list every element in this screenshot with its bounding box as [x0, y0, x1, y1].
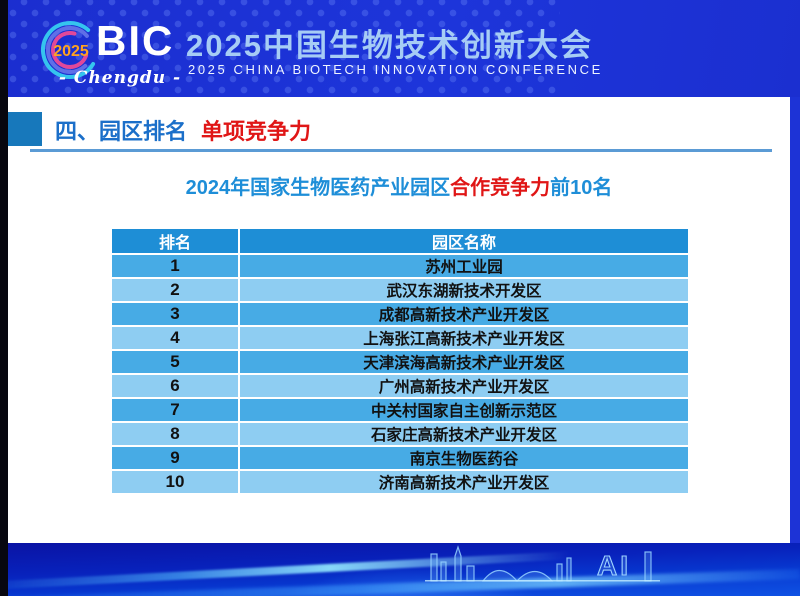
rank-cell: 1 — [112, 255, 238, 277]
table-row: 5 天津滨海高新技术产业开发区 — [112, 351, 688, 373]
table-row: 10 济南高新技术产业开发区 — [112, 471, 688, 493]
park-name-cell: 广州高新技术产业开发区 — [240, 375, 688, 397]
table-header-row: 排名 园区名称 — [112, 229, 688, 253]
slide-content-area: 四、园区排名 单项竞争力 2024年国家生物医药产业园区合作竞争力前10名 排名 … — [8, 97, 790, 543]
footer-banner: AI — [0, 543, 800, 596]
dot-pattern-decoration — [0, 0, 560, 97]
logo-year-text: 2025 — [53, 43, 89, 60]
rank-cell: 6 — [112, 375, 238, 397]
table-row: 3 成都高新技术产业开发区 — [112, 303, 688, 325]
city-skyline-graphic: AI — [425, 545, 660, 582]
logo-c-ring-icon: 2025 — [41, 21, 99, 79]
section-marker-square — [8, 112, 42, 146]
skyline-ai-letters: AI — [597, 550, 631, 581]
conference-title-cn: 2025中国生物技术创新大会 — [186, 28, 593, 63]
table-row: 8 石家庄高新技术产业开发区 — [112, 423, 688, 445]
section-heading-highlight: 单项竞争力 — [201, 119, 312, 144]
park-name-cell: 天津滨海高新技术产业开发区 — [240, 351, 688, 373]
table-row: 7 中关村国家自主创新示范区 — [112, 399, 688, 421]
rank-cell: 8 — [112, 423, 238, 445]
park-name-cell: 中关村国家自主创新示范区 — [240, 399, 688, 421]
rank-cell: 5 — [112, 351, 238, 373]
conference-header-banner: 2025 BIC - Chengdu - 2025中国生物技术创新大会 2025… — [0, 0, 800, 97]
column-header-park-name: 园区名称 — [240, 229, 688, 253]
cbic-logo: 2025 BIC - Chengdu - — [38, 14, 198, 94]
conference-title-en: 2025 CHINA BIOTECH INNOVATION CONFERENCE — [188, 62, 603, 77]
logo-city-script: - Chengdu - — [58, 68, 182, 88]
rank-cell: 2 — [112, 279, 238, 301]
section-heading: 四、园区排名 单项竞争力 — [55, 114, 311, 146]
table-row: 1 苏州工业园 — [112, 255, 688, 277]
column-header-rank: 排名 — [112, 229, 238, 253]
park-name-cell: 南京生物医药谷 — [240, 447, 688, 469]
ranking-table: 排名 园区名称 1 苏州工业园 2 武汉东湖新技术开发区 3 成都高新技术产业开… — [112, 229, 688, 493]
logo-acronym: BIC — [96, 17, 175, 64]
table-title-highlight: 合作竞争力 — [450, 177, 551, 199]
rank-cell: 7 — [112, 399, 238, 421]
table-title-prefix: 2024年国家生物医药产业园区 — [185, 177, 451, 199]
section-heading-label: 四、园区排名 — [55, 119, 188, 144]
park-name-cell: 上海张江高新技术产业开发区 — [240, 327, 688, 349]
park-name-cell: 苏州工业园 — [240, 255, 688, 277]
table-row: 4 上海张江高新技术产业开发区 — [112, 327, 688, 349]
park-name-cell: 成都高新技术产业开发区 — [240, 303, 688, 325]
section-underline — [30, 149, 772, 152]
table-title-suffix: 前10名 — [550, 177, 613, 199]
left-edge-strip — [0, 0, 8, 596]
park-name-cell: 济南高新技术产业开发区 — [240, 471, 688, 493]
park-name-cell: 石家庄高新技术产业开发区 — [240, 423, 688, 445]
rank-cell: 9 — [112, 447, 238, 469]
rank-cell: 3 — [112, 303, 238, 325]
park-name-cell: 武汉东湖新技术开发区 — [240, 279, 688, 301]
table-row: 9 南京生物医药谷 — [112, 447, 688, 469]
rank-cell: 10 — [112, 471, 238, 493]
table-row: 6 广州高新技术产业开发区 — [112, 375, 688, 397]
table-row: 2 武汉东湖新技术开发区 — [112, 279, 688, 301]
rank-cell: 4 — [112, 327, 238, 349]
ranking-table-title: 2024年国家生物医药产业园区合作竞争力前10名 — [8, 171, 790, 200]
